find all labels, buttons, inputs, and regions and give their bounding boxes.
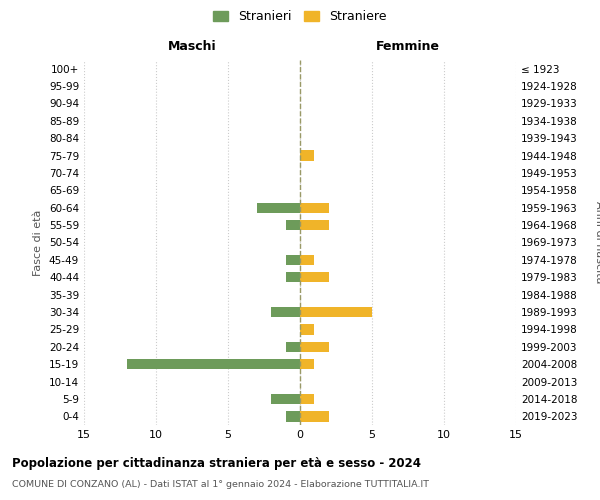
Y-axis label: Fasce di età: Fasce di età (34, 210, 43, 276)
Text: Femmine: Femmine (376, 40, 440, 52)
Bar (286, 411, 300, 422)
Bar (300, 324, 314, 334)
Bar (271, 307, 300, 317)
Text: Maschi: Maschi (167, 40, 217, 52)
Bar (300, 411, 329, 422)
Bar (300, 307, 372, 317)
Bar (286, 342, 300, 352)
Legend: Stranieri, Straniere: Stranieri, Straniere (209, 6, 391, 26)
Bar (271, 394, 300, 404)
Bar (127, 359, 300, 370)
Bar (300, 202, 329, 213)
Bar (300, 342, 329, 352)
Bar (286, 254, 300, 265)
Bar (300, 272, 329, 282)
Bar (300, 254, 314, 265)
Bar (300, 150, 314, 161)
Bar (300, 394, 314, 404)
Bar (300, 220, 329, 230)
Bar (300, 359, 314, 370)
Bar (286, 220, 300, 230)
Text: Popolazione per cittadinanza straniera per età e sesso - 2024: Popolazione per cittadinanza straniera p… (12, 458, 421, 470)
Text: COMUNE DI CONZANO (AL) - Dati ISTAT al 1° gennaio 2024 - Elaborazione TUTTITALIA: COMUNE DI CONZANO (AL) - Dati ISTAT al 1… (12, 480, 429, 489)
Bar (286, 272, 300, 282)
Y-axis label: Anni di nascita: Anni di nascita (594, 201, 600, 284)
Bar (257, 202, 300, 213)
